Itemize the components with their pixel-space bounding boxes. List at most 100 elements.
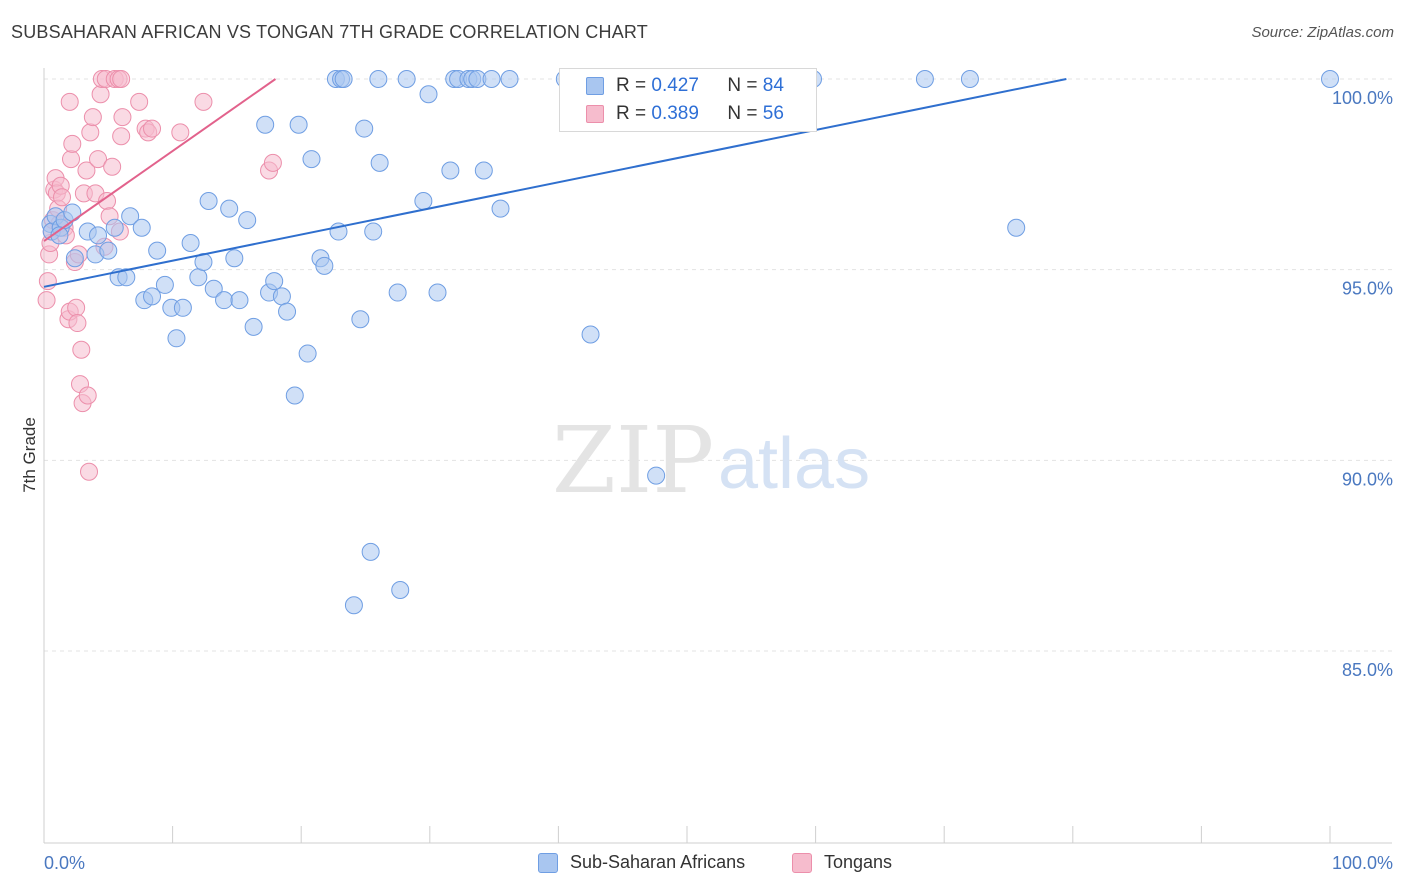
tongans-points xyxy=(37,70,282,481)
y-tick-label: 100.0% xyxy=(1332,88,1393,108)
series-legend: Sub-Saharan Africans Tongans xyxy=(0,852,1406,878)
subsaharan-point xyxy=(441,161,460,180)
subsaharan-point xyxy=(344,596,363,615)
legend-label-subsaharan: Sub-Saharan Africans xyxy=(570,852,746,872)
subsaharan-point xyxy=(397,70,416,88)
subsaharan-point xyxy=(960,70,979,88)
subsaharan-point xyxy=(361,542,380,561)
subsaharan-point xyxy=(364,222,383,241)
subsaharan-point xyxy=(244,317,263,336)
subsaharan-point xyxy=(351,310,370,329)
subsaharan-point xyxy=(238,211,257,230)
legend-n-value: 84 xyxy=(762,75,784,96)
subsaharan-point xyxy=(388,283,407,302)
subsaharan-point xyxy=(143,287,162,306)
subsaharan-point xyxy=(391,580,410,599)
tongan-point xyxy=(60,92,79,111)
watermark: ZIP atlas xyxy=(552,407,870,514)
subsaharan-point xyxy=(370,153,389,172)
subsaharan-point xyxy=(581,325,600,344)
x-tick-label: 0.0% xyxy=(44,853,85,873)
subsaharan-points xyxy=(41,70,1339,615)
watermark-zip: ZIP xyxy=(552,407,714,514)
tongan-point xyxy=(81,123,100,142)
tongan-point xyxy=(67,298,86,317)
legend-r-value: 0.427 xyxy=(651,75,699,96)
subsaharan-point xyxy=(99,241,118,260)
y-axis-title: 7th Grade xyxy=(20,417,39,493)
legend-swatch-pink xyxy=(792,852,812,873)
subsaharan-point xyxy=(334,70,353,88)
legend-label-tongans: Tongans xyxy=(824,852,893,872)
subsaharan-point xyxy=(915,70,934,88)
subsaharan-point xyxy=(285,386,304,405)
tongan-point xyxy=(194,92,213,111)
tongan-point xyxy=(68,314,87,333)
tick-labels: 85.0% 90.0% 95.0% 100.0% 0.0% 100.0% 7th Grade xyxy=(20,88,1393,873)
grid-lines xyxy=(44,78,1392,652)
subsaharan-point xyxy=(89,226,108,245)
subsaharan-point xyxy=(117,268,136,287)
x-tick-label: 100.0% xyxy=(1332,853,1393,873)
subsaharan-point xyxy=(369,70,388,88)
y-tick-label: 90.0% xyxy=(1342,469,1393,489)
subsaharan-point xyxy=(204,279,223,298)
tongan-point xyxy=(130,92,149,111)
subsaharan-point xyxy=(132,218,151,237)
stats-legend: R = 0.427 N = 84 R = 0.389 N = 56 xyxy=(559,68,817,132)
tongan-point xyxy=(91,85,110,104)
legend-r-value: 0.389 xyxy=(651,103,699,124)
subsaharan-point xyxy=(121,207,140,226)
tongan-point xyxy=(37,291,56,310)
subsaharan-point xyxy=(220,199,239,218)
legend-r-label: R = xyxy=(616,75,652,96)
subsaharan-point xyxy=(189,268,208,287)
subsaharan-point xyxy=(65,249,84,268)
tongan-point xyxy=(53,188,72,207)
subsaharan-point xyxy=(199,192,218,211)
subsaharan-trend-line xyxy=(43,78,1067,288)
legend-swatch-blue xyxy=(586,77,604,95)
subsaharan-point xyxy=(414,192,433,211)
subsaharan-point xyxy=(355,119,374,138)
subsaharan-point xyxy=(289,115,308,134)
subsaharan-point xyxy=(173,298,192,317)
tongan-point xyxy=(112,70,131,88)
subsaharan-point xyxy=(302,150,321,169)
tongan-point xyxy=(72,340,91,359)
subsaharan-point xyxy=(428,283,447,302)
subsaharan-point xyxy=(225,249,244,268)
tongan-point xyxy=(78,386,97,405)
tongan-point xyxy=(89,150,108,169)
y-tick-label: 85.0% xyxy=(1342,660,1393,680)
tongan-point xyxy=(112,127,131,146)
subsaharan-point xyxy=(215,291,234,310)
legend-swatch-blue xyxy=(538,852,558,873)
axes xyxy=(43,68,1392,844)
legend-n-value: 56 xyxy=(762,103,784,124)
subsaharan-point xyxy=(647,466,666,485)
subsaharan-point xyxy=(167,329,186,348)
tongan-point xyxy=(171,123,190,142)
subsaharan-point xyxy=(1007,218,1026,237)
legend-r-label: R = xyxy=(616,103,652,124)
subsaharan-point xyxy=(181,233,200,252)
legend-swatch-pink xyxy=(586,105,604,123)
legend-row-subsaharan: R = 0.427 N = 84 xyxy=(586,72,784,100)
subsaharan-point xyxy=(474,161,493,180)
chart-title: SUBSAHARAN AFRICAN VS TONGAN 7TH GRADE C… xyxy=(11,22,648,42)
subsaharan-point xyxy=(230,291,249,310)
tongan-point xyxy=(263,153,282,172)
subsaharan-point xyxy=(315,256,334,275)
subsaharan-point xyxy=(1321,70,1339,88)
y-tick-label: 95.0% xyxy=(1342,279,1393,299)
legend-item-tongans[interactable]: Tongans xyxy=(792,852,892,873)
subsaharan-point xyxy=(298,344,317,363)
tongan-point xyxy=(80,462,99,481)
subsaharan-point xyxy=(272,287,291,306)
subsaharan-point xyxy=(491,199,510,218)
legend-item-subsaharan[interactable]: Sub-Saharan Africans xyxy=(538,852,745,873)
legend-n-label: N = xyxy=(727,103,763,124)
subsaharan-point xyxy=(63,203,82,222)
